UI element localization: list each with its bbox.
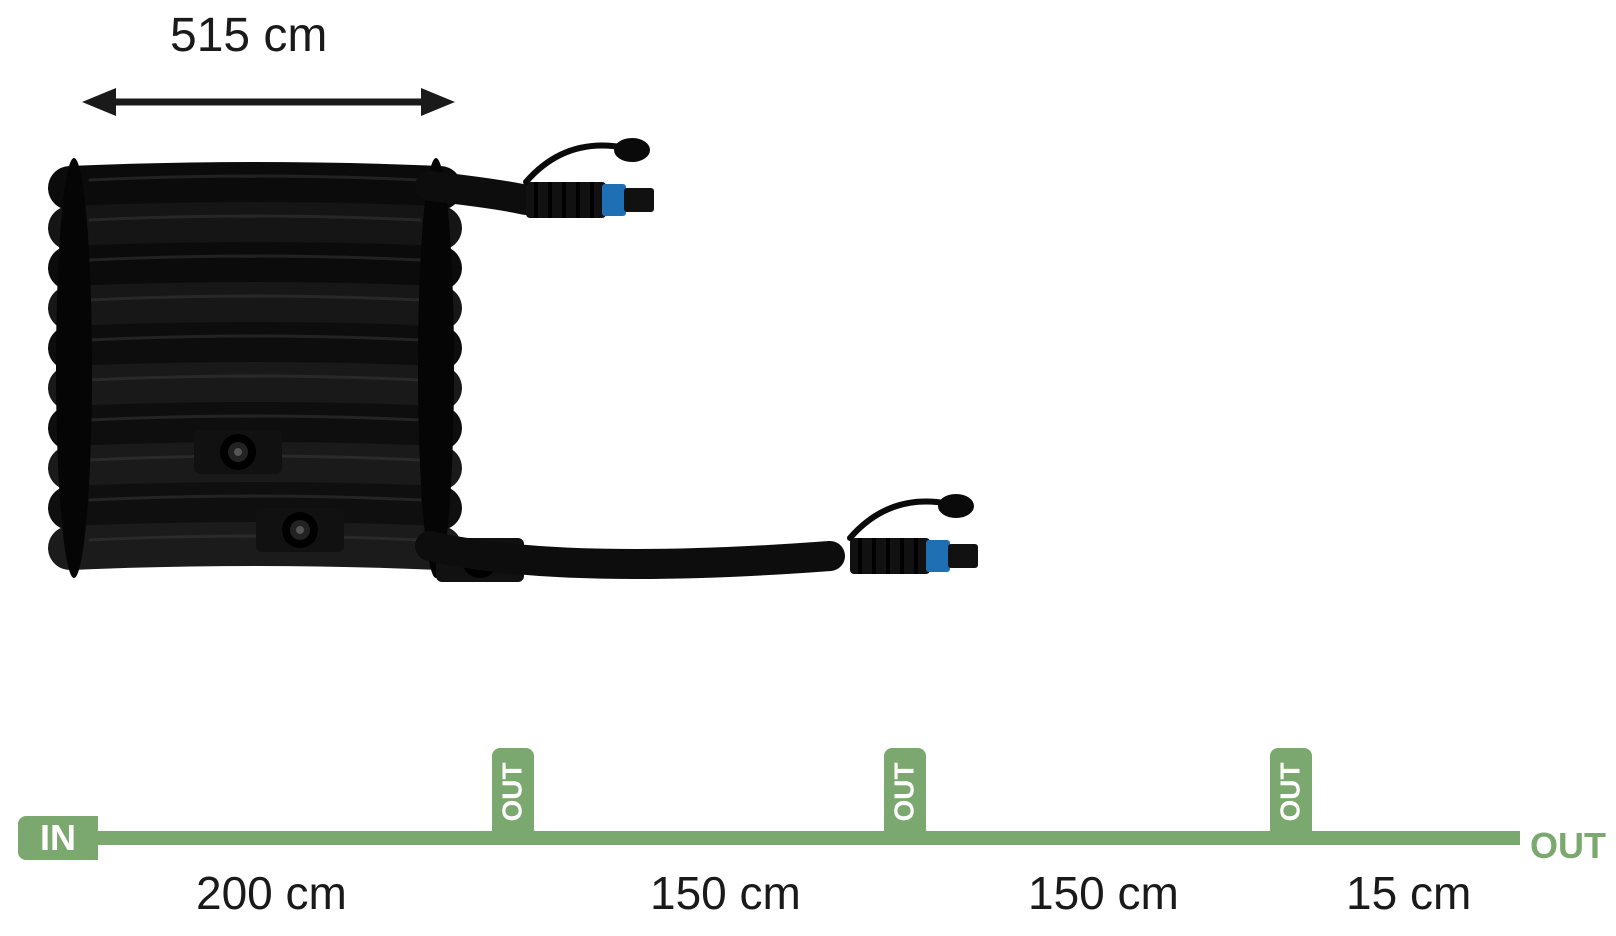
cable-bottom-lead — [430, 494, 978, 574]
top-arrow — [82, 88, 455, 116]
out-stub-text: OUT — [1275, 762, 1307, 821]
out-end-badge: OUT — [1520, 824, 1616, 868]
out-stub: OUT — [884, 748, 926, 836]
segment-label: 150 cm — [1028, 866, 1179, 920]
segment-label: 200 cm — [196, 866, 347, 920]
top-dimension-label: 515 cm — [170, 8, 327, 63]
out-end-text: OUT — [1530, 825, 1606, 867]
out-stub: OUT — [1270, 748, 1312, 836]
cable-top-lead — [430, 138, 654, 218]
in-badge-text: IN — [40, 817, 76, 859]
out-stub-text: OUT — [889, 762, 921, 821]
segment-label: 15 cm — [1346, 866, 1471, 920]
diagram-canvas — [0, 0, 1616, 936]
segment-label: 150 cm — [650, 866, 801, 920]
in-badge: IN — [18, 816, 98, 860]
out-stub: OUT — [492, 748, 534, 836]
out-stub-text: OUT — [497, 762, 529, 821]
cable-coil — [56, 158, 524, 582]
